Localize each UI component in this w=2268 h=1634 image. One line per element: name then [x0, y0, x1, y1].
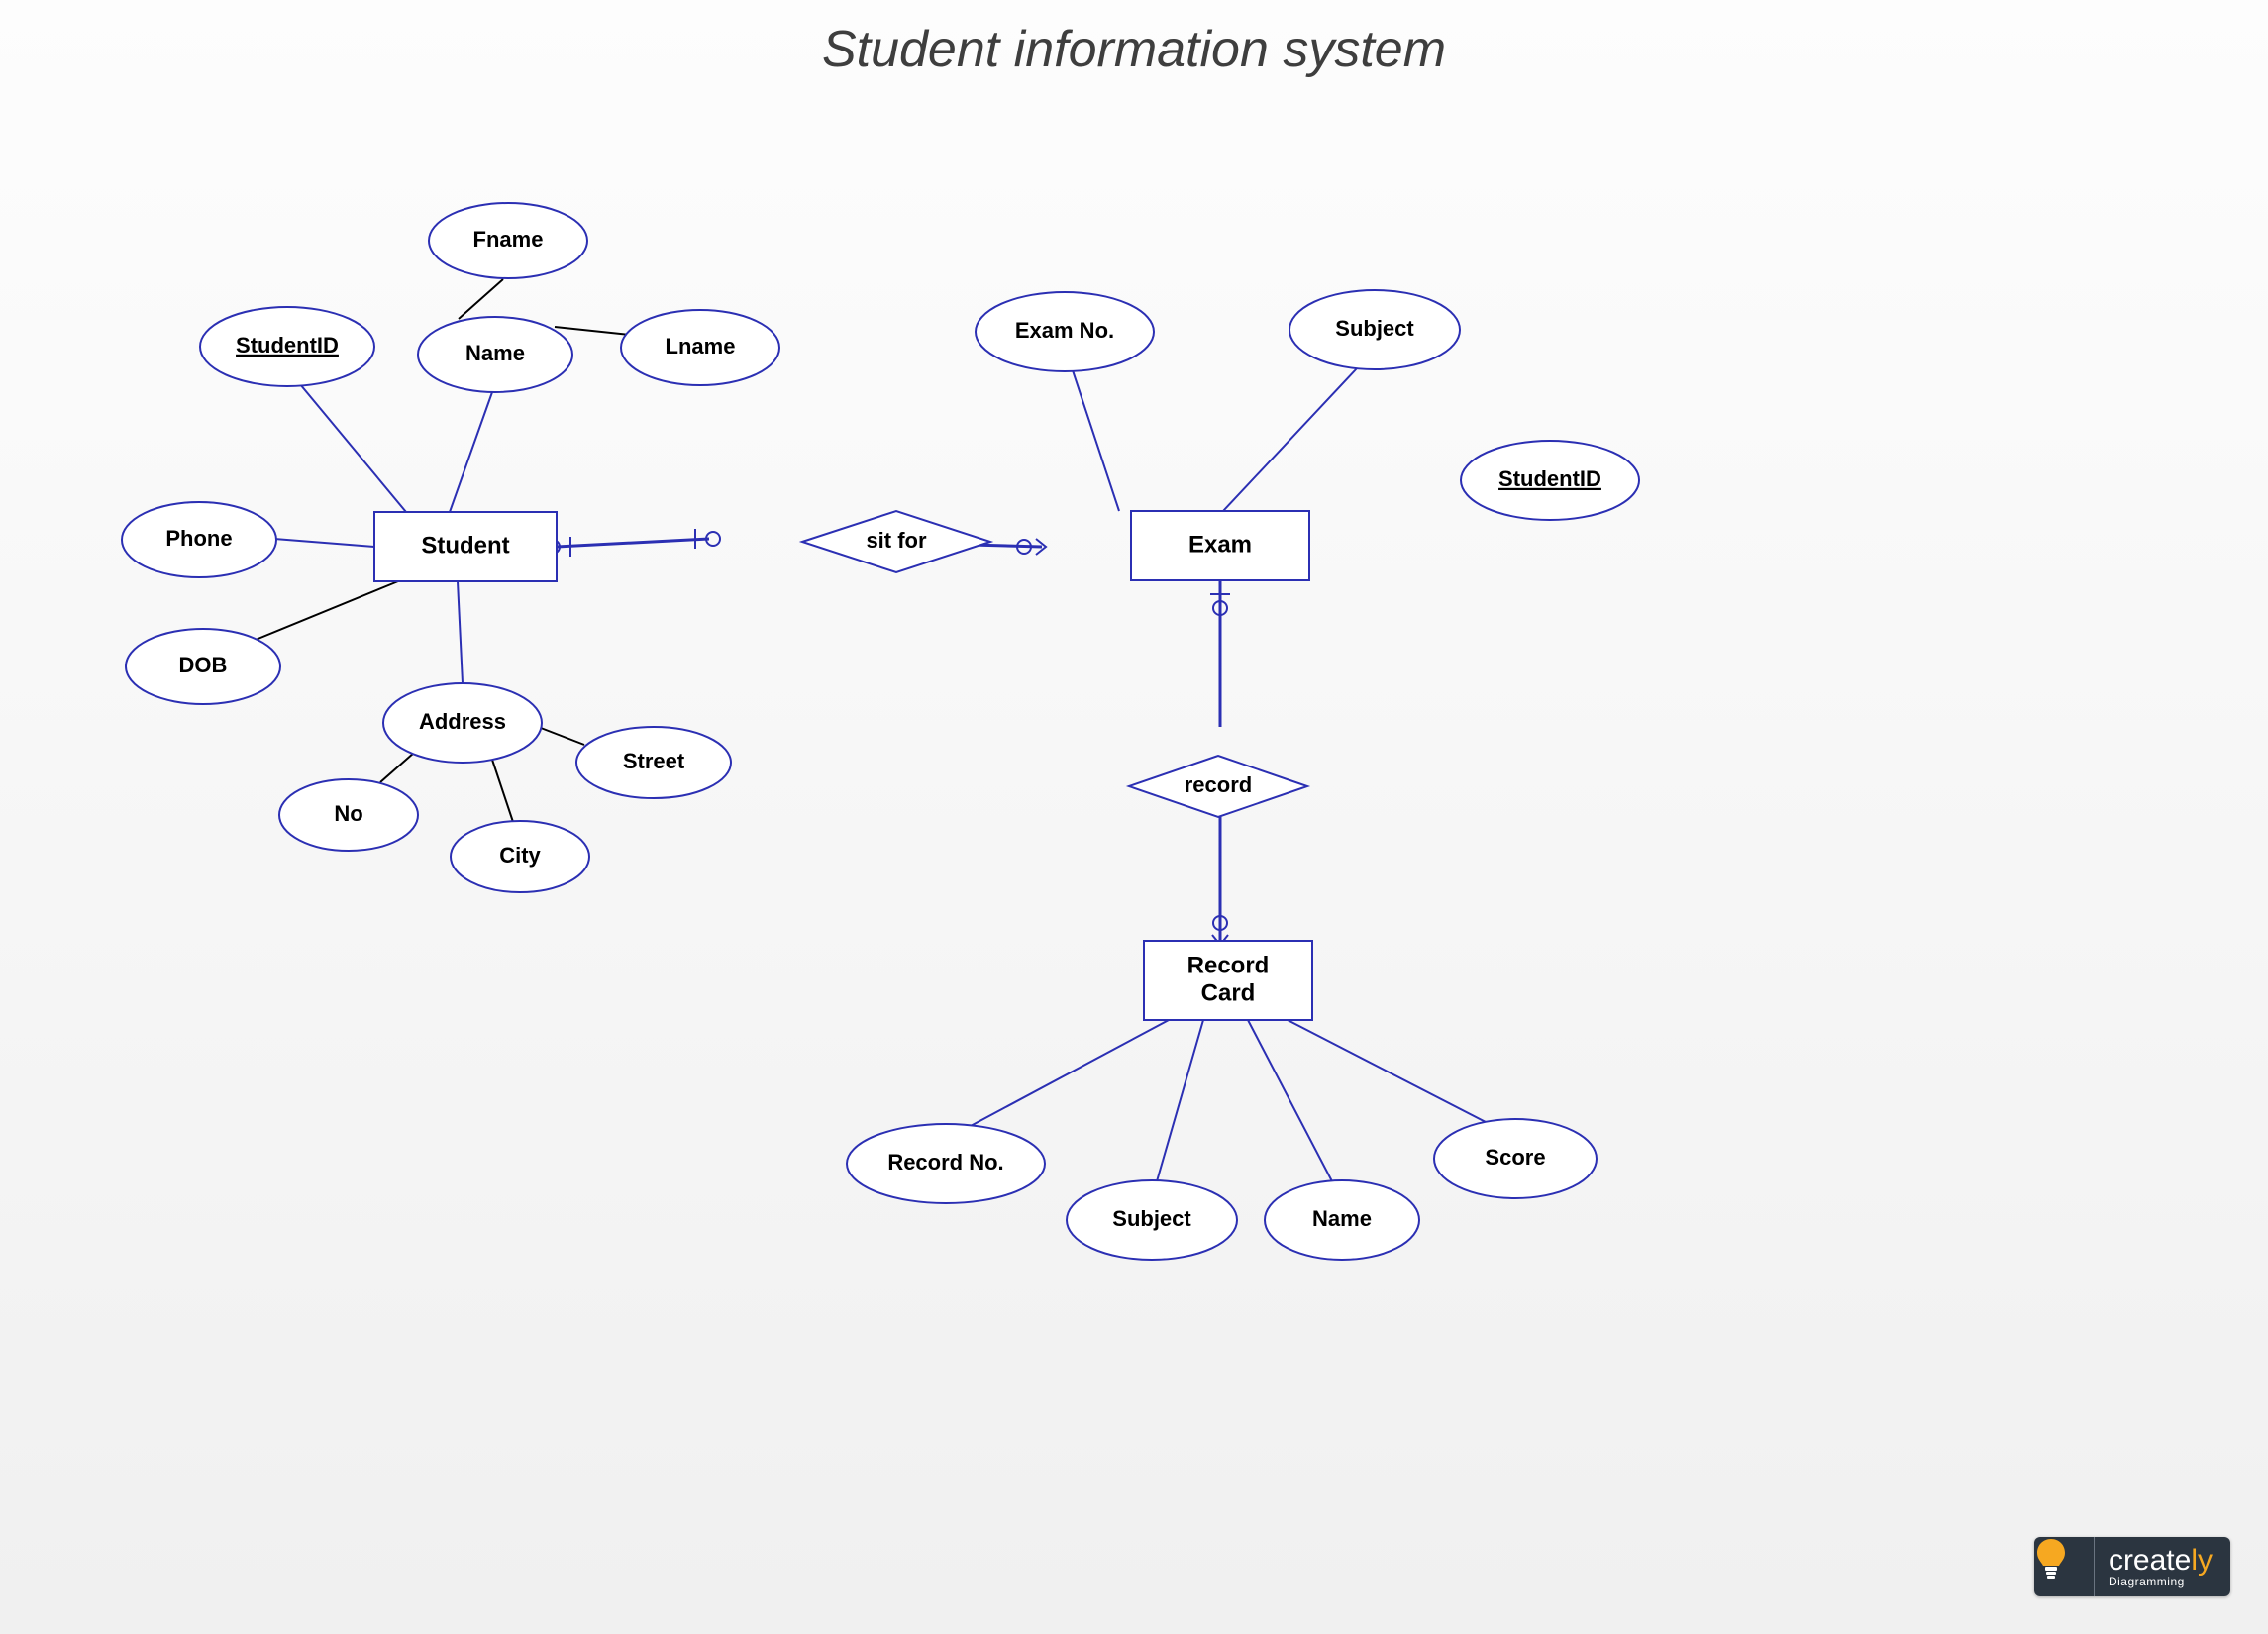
- svg-text:No: No: [334, 801, 362, 826]
- attribute-studentid2: StudentID: [1461, 441, 1639, 520]
- attribute-rname: Name: [1265, 1180, 1419, 1260]
- attribute-fname: Fname: [429, 203, 587, 278]
- badge-text: creately Diagramming: [2095, 1537, 2230, 1596]
- svg-text:Address: Address: [419, 709, 506, 734]
- attribute-subject: Subject: [1289, 290, 1460, 369]
- badge-tagline: Diagramming: [2109, 1576, 2213, 1588]
- svg-text:Record: Record: [1187, 952, 1270, 978]
- entity-exam: Exam: [1131, 511, 1309, 580]
- attribute-phone: Phone: [122, 502, 276, 577]
- svg-text:record: record: [1185, 772, 1252, 797]
- attribute-score: Score: [1434, 1119, 1597, 1198]
- svg-text:Subject: Subject: [1335, 316, 1414, 341]
- svg-text:sit for: sit for: [866, 528, 927, 553]
- attribute-no: No: [279, 779, 418, 851]
- attribute-studentid: StudentID: [200, 307, 374, 386]
- svg-text:Subject: Subject: [1112, 1206, 1191, 1231]
- attribute-dob: DOB: [126, 629, 280, 704]
- svg-text:Card: Card: [1201, 979, 1256, 1006]
- attribute-name: Name: [418, 317, 572, 392]
- diagram-canvas: Student information system FnameNameLnam…: [0, 0, 2268, 1634]
- svg-text:City: City: [499, 843, 541, 868]
- attribute-recordno: Record No.: [847, 1124, 1045, 1203]
- relationship-sitfor: sit for: [802, 511, 990, 572]
- brand-second: ly: [2191, 1544, 2213, 1577]
- svg-text:DOB: DOB: [179, 653, 228, 677]
- relationship-record: record: [1129, 756, 1307, 817]
- svg-text:Lname: Lname: [666, 334, 736, 358]
- svg-text:Name: Name: [465, 341, 525, 365]
- svg-text:Phone: Phone: [165, 526, 232, 551]
- attribute-rsubject: Subject: [1067, 1180, 1237, 1260]
- creately-badge: creately Diagramming: [2034, 1537, 2230, 1596]
- attribute-street: Street: [576, 727, 731, 798]
- attribute-address: Address: [383, 683, 542, 763]
- brand-first: create: [2109, 1544, 2191, 1577]
- entity-student: Student: [374, 512, 557, 581]
- svg-text:Student: Student: [421, 532, 509, 559]
- attribute-city: City: [451, 821, 589, 892]
- svg-text:Name: Name: [1312, 1206, 1372, 1231]
- attribute-examno: Exam No.: [976, 292, 1154, 371]
- svg-text:Exam: Exam: [1188, 531, 1252, 558]
- bulb-icon: [2034, 1537, 2095, 1596]
- svg-text:Exam No.: Exam No.: [1015, 318, 1114, 343]
- er-svg: Fname Name Lname StudentID Phone DOB Address No…: [0, 0, 2268, 1634]
- svg-text:Record No.: Record No.: [887, 1150, 1003, 1174]
- svg-text:StudentID: StudentID: [236, 333, 339, 357]
- entity-recordcard: RecordCard: [1144, 941, 1312, 1020]
- svg-text:Fname: Fname: [473, 227, 544, 252]
- svg-text:StudentID: StudentID: [1498, 466, 1601, 491]
- svg-text:Score: Score: [1485, 1145, 1545, 1170]
- svg-text:Street: Street: [623, 749, 685, 773]
- attribute-lname: Lname: [621, 310, 779, 385]
